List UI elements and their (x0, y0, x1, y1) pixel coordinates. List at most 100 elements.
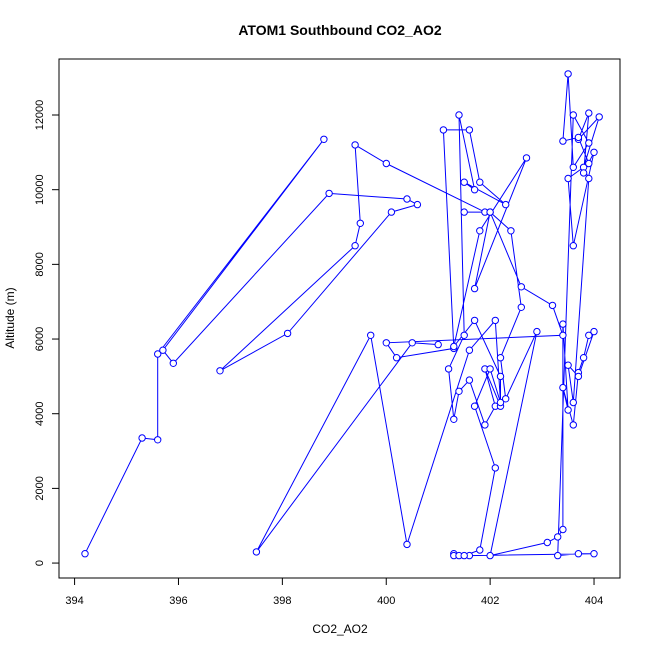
data-point (585, 109, 593, 117)
data-point (496, 354, 505, 362)
data-point (252, 548, 261, 556)
y-tick-label: 10000 (34, 174, 46, 205)
data-point (481, 421, 489, 429)
data-point (486, 551, 494, 560)
data-point (579, 354, 588, 362)
data-point (444, 365, 453, 373)
data-point (413, 200, 422, 209)
data-point (559, 383, 567, 392)
data-point (502, 200, 510, 209)
y-tick-label: 2000 (34, 476, 46, 500)
data-point (491, 464, 499, 472)
data-point (533, 327, 541, 336)
data-point (590, 148, 598, 157)
x-tick-label: 398 (273, 595, 291, 607)
data-point (476, 178, 484, 186)
data-point (351, 242, 359, 250)
data-point (569, 242, 577, 250)
data-point (569, 163, 577, 172)
data-point (496, 372, 505, 381)
data-point (574, 372, 583, 381)
x-tick-label: 394 (65, 595, 83, 607)
data-point (169, 359, 178, 367)
x-tick-label: 396 (169, 595, 187, 607)
data-point (585, 139, 593, 147)
data-point (387, 208, 396, 216)
data-point (403, 195, 411, 203)
marker-layer (81, 70, 603, 560)
y-axis-label: Altitude (m) (3, 287, 17, 348)
data-point (382, 159, 390, 168)
data-point (564, 174, 572, 183)
data-point (470, 402, 479, 410)
y-tick-label: 0 (34, 560, 46, 566)
data-point (559, 137, 567, 145)
data-point (216, 367, 224, 375)
data-point (356, 219, 364, 228)
series-layer (84, 73, 600, 557)
chart-title: ATOM1 Southbound CO2_AO2 (238, 22, 441, 38)
data-point (460, 551, 468, 560)
data-point (283, 329, 292, 338)
data-point (470, 284, 479, 293)
series-line (84, 73, 600, 557)
data-point (507, 227, 515, 235)
data-point (470, 186, 479, 194)
data-point (455, 111, 463, 119)
data-point (564, 361, 572, 369)
data-point (465, 376, 474, 384)
data-point (159, 346, 167, 354)
data-point (590, 327, 598, 336)
data-point (554, 551, 562, 560)
data-point (543, 538, 551, 547)
data-point (491, 316, 499, 325)
data-point (382, 339, 390, 347)
x-tick-label: 404 (585, 595, 603, 607)
data-point (460, 331, 468, 339)
data-point (585, 331, 593, 339)
x-axis: 394 396 398 400 402 404 (65, 577, 603, 607)
data-point (585, 159, 593, 168)
y-tick-label: 12000 (34, 100, 46, 131)
data-point (569, 421, 577, 429)
data-point (517, 283, 525, 291)
data-point (470, 316, 479, 325)
data-point (320, 135, 328, 144)
data-point (434, 340, 442, 349)
data-point (595, 113, 603, 121)
data-point (569, 111, 577, 119)
x-tick-label: 400 (377, 595, 395, 607)
data-point (455, 387, 463, 395)
data-point (564, 406, 572, 414)
data-point (590, 550, 598, 558)
data-point (574, 550, 583, 558)
data-point (460, 208, 468, 216)
data-point (522, 154, 531, 162)
data-point (138, 434, 146, 442)
data-point (486, 208, 494, 216)
data-point (403, 540, 411, 549)
data-point (325, 189, 333, 198)
data-point (548, 301, 557, 310)
data-point (460, 178, 468, 186)
data-point (367, 331, 375, 339)
data-point (450, 342, 458, 351)
data-point (559, 320, 567, 328)
y-axis: 0 2000 4000 6000 8000 10000 12000 (34, 100, 60, 566)
data-point (554, 533, 562, 541)
x-axis-label: CO2_AO2 (312, 622, 368, 636)
data-point (81, 550, 89, 558)
data-point (502, 395, 510, 403)
data-point (392, 354, 401, 362)
y-tick-label: 8000 (34, 252, 46, 276)
data-point (569, 398, 577, 407)
data-point (517, 303, 525, 311)
data-point (559, 525, 567, 534)
data-point (465, 346, 474, 354)
data-point (476, 546, 484, 554)
data-point (476, 227, 484, 235)
data-point (450, 415, 458, 423)
data-point (564, 70, 572, 78)
plot-frame (58, 58, 621, 579)
